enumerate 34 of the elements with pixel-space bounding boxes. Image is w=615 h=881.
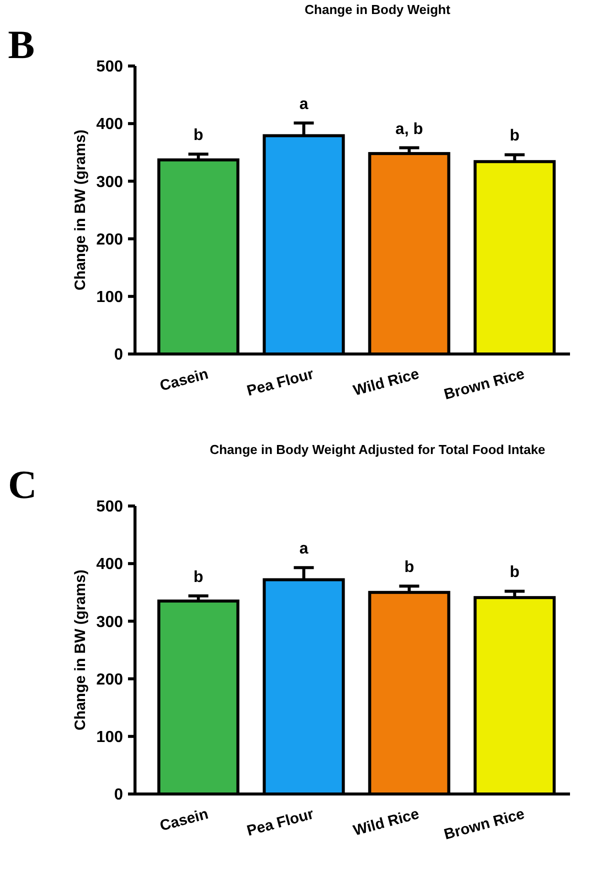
text: B [8, 22, 35, 67]
x-tick-label: Casein [158, 366, 210, 395]
x-tick-label: Brown Rice [442, 806, 526, 844]
y-tick-label: 0 [114, 786, 124, 804]
x-tick-label: Wild Rice [351, 366, 421, 400]
annotation: b [510, 128, 520, 145]
y-tick-label: 200 [96, 671, 124, 688]
annotation: b [510, 564, 520, 582]
y-tick-label: 500 [96, 498, 124, 516]
x-tick-label: Brown Rice [442, 366, 526, 404]
x-tick-label: Pea Flour [245, 806, 316, 840]
chart-title: Change in Body Weight Adjusted for Total Food Intake [210, 442, 546, 457]
text: C [8, 462, 37, 507]
x-tick-label: Casein [158, 806, 210, 835]
y-tick-label: 0 [114, 346, 124, 364]
y-axis-title: Change in BW (grams) [72, 570, 89, 730]
y-axis-title: Change in BW (grams) [72, 130, 89, 290]
chart-title: Change in Body Weight [304, 2, 451, 17]
y-tick-label: 400 [96, 556, 124, 574]
y-tick-label: 300 [96, 174, 124, 191]
y-tick-label: 300 [96, 614, 124, 631]
annotation: b [193, 127, 204, 144]
x-tick-label: Pea Flour [245, 366, 316, 400]
y-tick-label: 400 [96, 116, 124, 134]
y-tick-label: 500 [96, 58, 124, 76]
annotation: a, b [395, 120, 424, 138]
y-tick-label: 200 [96, 231, 124, 248]
annotation: a [299, 540, 308, 558]
annotation: b [193, 568, 204, 586]
y-tick-label: 100 [96, 729, 124, 746]
y-tick-label: 100 [96, 289, 124, 306]
annotation: b [404, 559, 414, 576]
x-tick-label: Wild Rice [351, 806, 421, 840]
annotation: a [299, 96, 308, 114]
